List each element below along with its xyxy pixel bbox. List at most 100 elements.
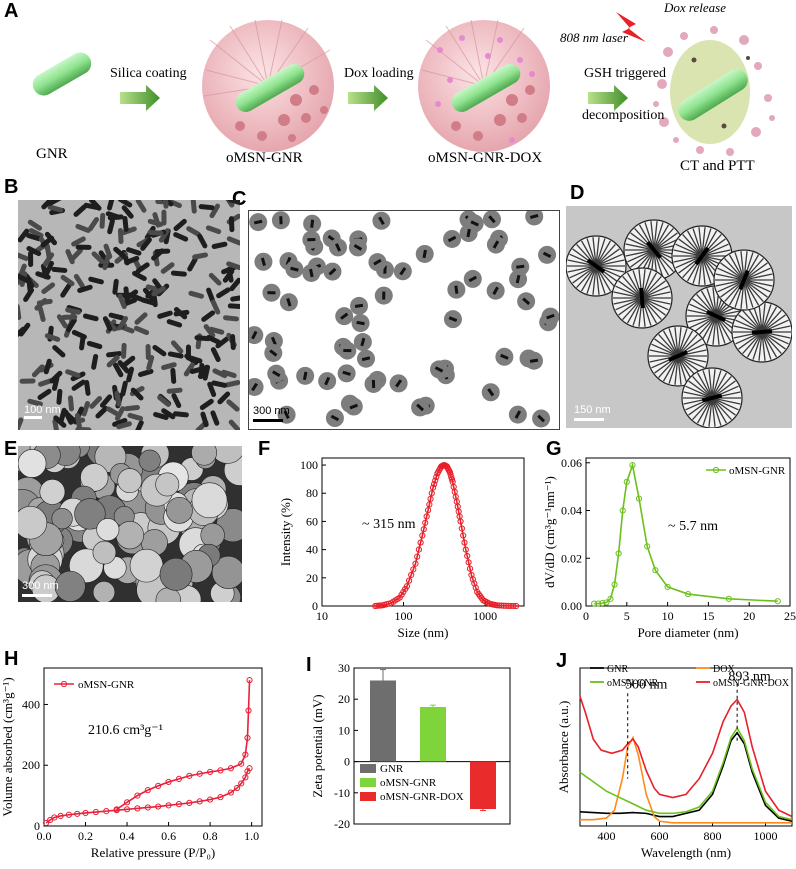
rod-core (310, 219, 315, 228)
radial-pore (696, 372, 713, 399)
gold-nanorod (27, 398, 43, 407)
chart-h-series-0-point (217, 794, 224, 801)
radial-pore (715, 273, 745, 281)
radial-pore (696, 397, 713, 424)
chart-g-series-line-point (595, 600, 602, 607)
gold-nanorod (25, 233, 42, 242)
chart-h-series-1-point (144, 787, 151, 794)
panel-label-d: D (570, 182, 585, 204)
chart-i-y-tick-label: 30 (338, 661, 350, 675)
chart-f-series-line-point (422, 519, 429, 526)
radial-pore (653, 224, 670, 251)
radial-pore (761, 331, 778, 358)
gold-nanorod (124, 255, 140, 265)
radial-pore (653, 232, 678, 251)
gold-nanorod (106, 355, 120, 368)
rod-core (290, 266, 299, 272)
radial-pore (677, 355, 682, 385)
radial-pore (674, 355, 679, 385)
gold-nanorod (114, 390, 122, 407)
radial-pore (742, 310, 763, 333)
chart-f-x-tick-label: 1000 (473, 609, 497, 623)
chart-f-series-line-point (510, 602, 517, 610)
rod-core (270, 336, 277, 346)
radial-pore (685, 385, 713, 399)
rod-core (335, 243, 342, 252)
gold-nanorod (230, 294, 240, 302)
gold-nanorod (18, 417, 24, 430)
chart-g-series-line (594, 462, 778, 605)
radial-pore (595, 253, 623, 267)
chart-h-series-0 (45, 767, 251, 824)
chart-g-y-tick-label: 0.04 (561, 504, 582, 518)
rod-core (646, 240, 662, 260)
gold-nanorod (56, 314, 68, 329)
chart-g-series-line-point (635, 495, 643, 502)
gold-nanorod (137, 368, 154, 378)
gold-nanorod (210, 347, 221, 363)
tem-image-pores: 150 nm (566, 206, 792, 428)
gold-nanorod (61, 314, 78, 320)
spheres-pattern (249, 211, 559, 428)
chart-h-series-0-point (227, 789, 234, 796)
dox-release-label: Dox release (664, 0, 726, 15)
gold-nanorod (227, 200, 240, 206)
gold-nanorod (217, 391, 231, 405)
radial-pore (625, 243, 655, 251)
gold-nanorod (65, 369, 81, 378)
radial-pore (740, 251, 745, 281)
chart-g-series-line-point (684, 590, 692, 598)
gold-nanorod (44, 260, 54, 276)
gnr-rods-pattern (18, 200, 240, 430)
rod-core (286, 297, 292, 307)
radial-pore (746, 306, 763, 333)
chart-i-y-tick-label: -20 (334, 817, 350, 831)
radial-pore (711, 397, 732, 420)
gold-nanorod (77, 284, 93, 293)
radial-pore (622, 297, 643, 320)
gold-nanorod (140, 237, 152, 251)
gold-nanorod (82, 313, 99, 322)
gold-nanorod (103, 243, 113, 260)
radial-pore (569, 265, 597, 279)
gnr-rod-illustration (32, 52, 92, 96)
sem-sphere (74, 498, 106, 530)
radial-pore (752, 304, 763, 333)
gold-nanorod (106, 351, 122, 358)
gold-nanorod (18, 251, 29, 261)
chart-i-plot-frame (353, 667, 511, 825)
gold-nanorod (190, 200, 197, 214)
gold-nanorod (123, 286, 130, 303)
scale-bar-e (22, 594, 52, 597)
radial-pore (701, 255, 712, 284)
chart-h-series-1-point (155, 782, 162, 789)
gold-nanorod (132, 270, 147, 282)
sem-sphere (200, 522, 225, 548)
chart-g-x-tick-label: 10 (662, 609, 674, 623)
chart-h-series-0-point (42, 819, 50, 827)
radial-pore (613, 291, 643, 299)
radial-pore (654, 338, 679, 357)
chart-h-plot-frame (43, 667, 263, 827)
rod-core (522, 297, 531, 306)
radial-pore (586, 238, 597, 267)
omsn-gnr-dox-sphere-illustration (418, 19, 550, 152)
chart-h-series-1-point (175, 775, 183, 783)
gold-nanorod (162, 200, 169, 209)
chart-f-series-line-point (415, 546, 423, 553)
radial-pore (711, 397, 736, 416)
chart-h-series-0-point (246, 765, 253, 772)
chart-j-x-tick-label: 400 (598, 829, 616, 843)
gold-nanorod (212, 368, 228, 379)
chart-f-series-line-point (417, 539, 424, 546)
step-label-gsh-triggered: GSH triggered (584, 66, 667, 81)
radial-pore (595, 259, 625, 267)
gold-nanorod (88, 276, 104, 285)
radial-pore (595, 240, 612, 267)
radial-pore (711, 397, 739, 411)
sem-sphere (39, 479, 66, 505)
rod-core (324, 376, 331, 386)
gold-nanorod (226, 261, 240, 271)
chart-f-series-line-point (465, 559, 472, 566)
chart-f-y-tick-label: 20 (306, 571, 318, 585)
